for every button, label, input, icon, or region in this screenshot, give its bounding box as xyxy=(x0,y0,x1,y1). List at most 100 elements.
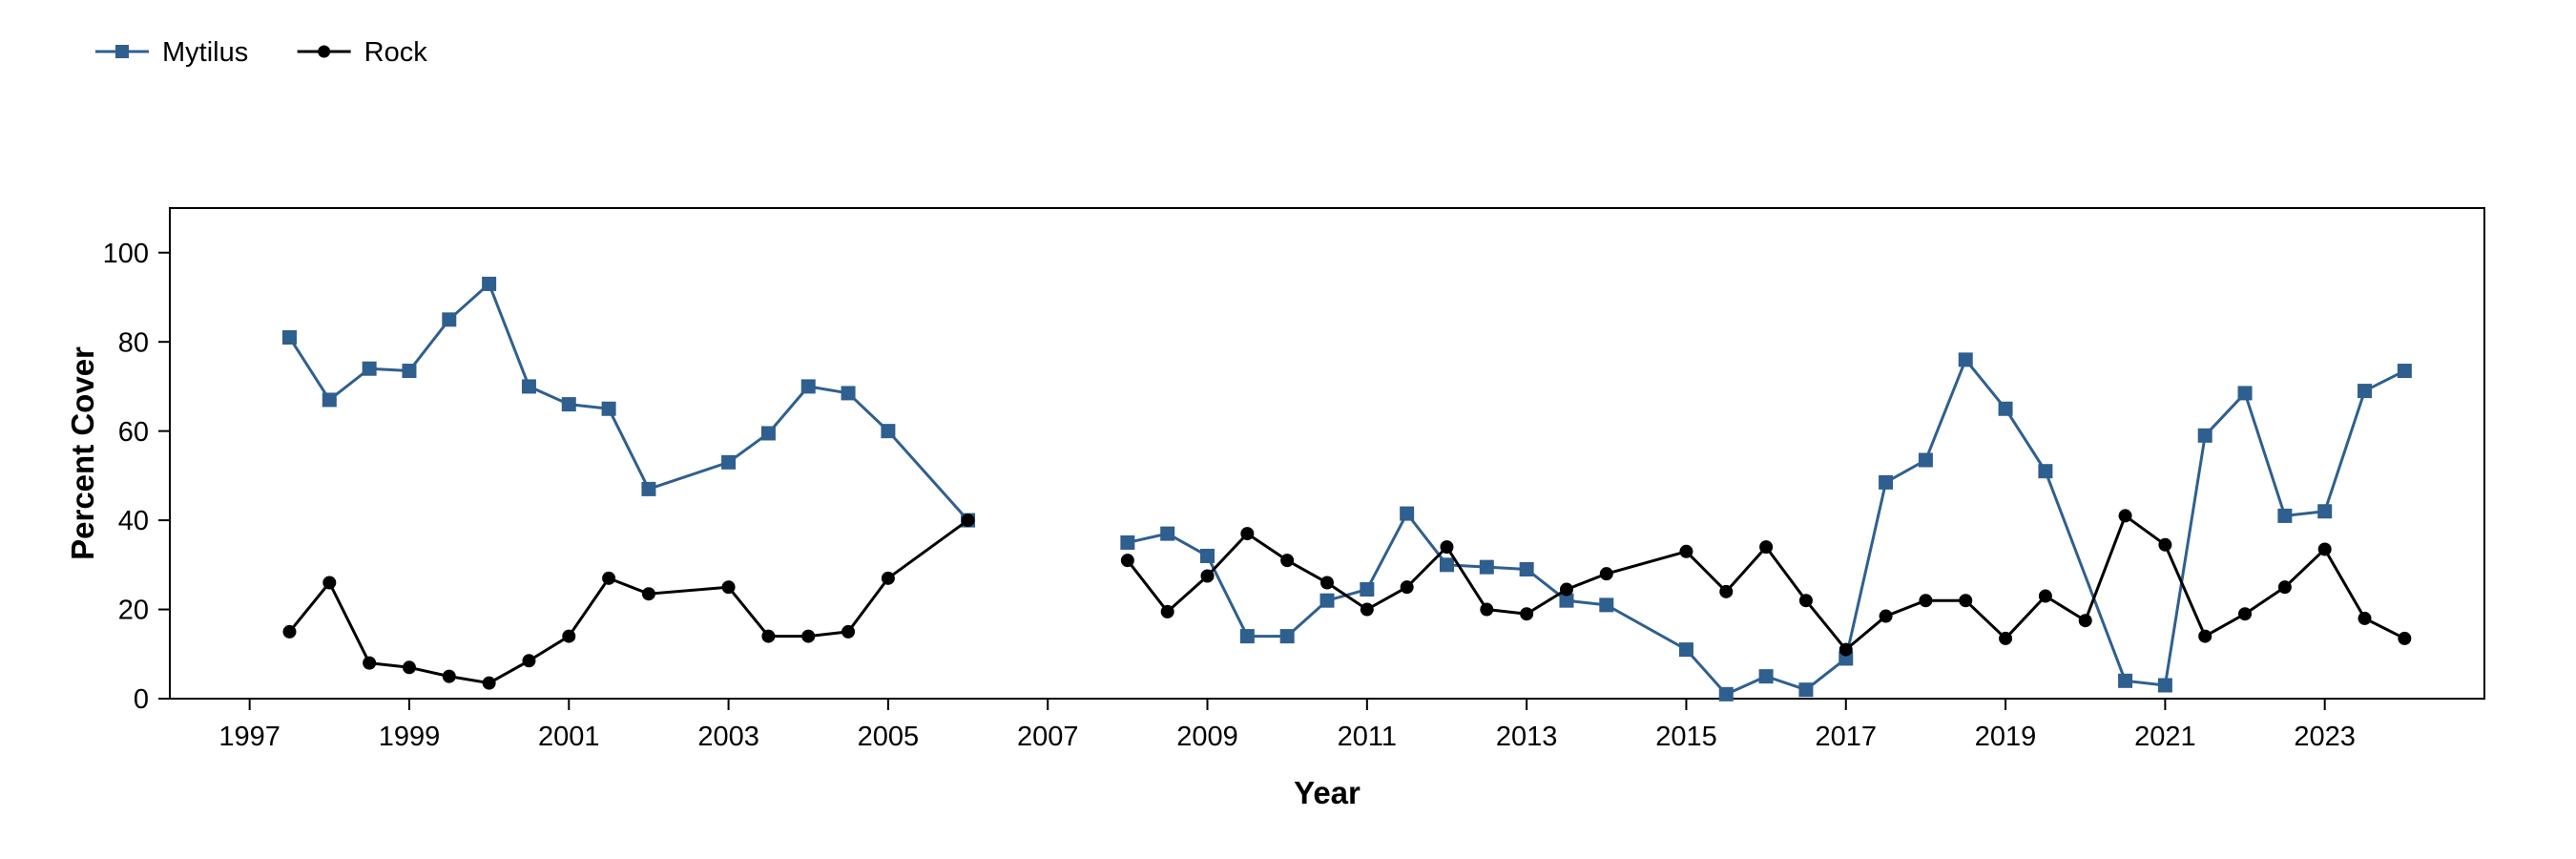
marker-mytilus xyxy=(522,380,535,393)
x-tick-label: 2011 xyxy=(1338,722,1397,752)
marker-mytilus xyxy=(1919,453,1932,467)
marker-mytilus xyxy=(2198,429,2212,442)
marker-rock xyxy=(962,514,974,527)
marker-rock xyxy=(1600,568,1612,580)
x-tick-label: 1999 xyxy=(379,722,441,752)
marker-rock xyxy=(2159,538,2171,551)
marker-rock xyxy=(762,630,775,642)
y-tick-label: 80 xyxy=(118,327,149,358)
x-tick-label: 2009 xyxy=(1176,722,1238,752)
marker-mytilus xyxy=(2398,365,2411,378)
y-tick-label: 60 xyxy=(118,417,149,448)
marker-mytilus xyxy=(1320,594,1334,607)
marker-mytilus xyxy=(322,393,336,407)
marker-rock xyxy=(842,625,855,638)
marker-mytilus xyxy=(1480,560,1493,574)
marker-rock xyxy=(443,670,455,682)
marker-mytilus xyxy=(2278,509,2292,522)
marker-rock xyxy=(1441,541,1453,554)
marker-rock xyxy=(1680,545,1693,557)
marker-mytilus xyxy=(1880,475,1893,489)
legend-marker-rock xyxy=(318,46,330,58)
marker-rock xyxy=(1161,605,1174,618)
marker-rock xyxy=(642,588,654,600)
marker-rock xyxy=(1241,528,1254,540)
marker-mytilus xyxy=(1679,643,1693,657)
marker-rock xyxy=(483,677,495,689)
chart-svg: 1997199920012003200520072009201120132015… xyxy=(0,0,2576,859)
marker-mytilus xyxy=(1361,583,1374,597)
x-tick-label: 2001 xyxy=(538,722,600,752)
marker-rock xyxy=(1839,643,1852,656)
x-tick-label: 2019 xyxy=(1975,722,2037,752)
marker-mytilus xyxy=(1201,549,1215,562)
marker-mytilus xyxy=(363,362,376,375)
marker-rock xyxy=(2079,615,2091,627)
marker-mytilus xyxy=(882,425,895,438)
marker-rock xyxy=(563,630,575,642)
marker-mytilus xyxy=(483,277,496,290)
x-tick-label: 2021 xyxy=(2134,722,2196,752)
marker-mytilus xyxy=(1600,598,1613,612)
marker-rock xyxy=(1521,608,1533,620)
x-tick-label: 2023 xyxy=(2294,722,2356,752)
legend-label-mytilus: Mytilus xyxy=(162,37,248,68)
marker-mytilus xyxy=(562,398,575,411)
marker-mytilus xyxy=(1759,670,1773,683)
y-tick-label: 40 xyxy=(118,506,149,536)
marker-rock xyxy=(2000,632,2012,644)
marker-rock xyxy=(1401,581,1413,594)
marker-mytilus xyxy=(2119,674,2132,687)
marker-rock xyxy=(1920,595,1932,607)
marker-rock xyxy=(1361,603,1373,616)
marker-mytilus xyxy=(1240,630,1254,643)
marker-rock xyxy=(1960,595,1972,607)
marker-mytilus xyxy=(1121,535,1134,549)
marker-mytilus xyxy=(1719,687,1733,701)
marker-rock xyxy=(1281,555,1294,567)
marker-rock xyxy=(1121,555,1133,567)
marker-mytilus xyxy=(841,387,855,400)
marker-mytilus xyxy=(1440,558,1453,572)
marker-mytilus xyxy=(761,427,775,440)
marker-rock xyxy=(2039,590,2051,602)
marker-mytilus xyxy=(403,365,416,378)
marker-mytilus xyxy=(2358,385,2372,398)
marker-rock xyxy=(523,655,535,667)
legend-marker-mytilus xyxy=(115,45,129,58)
marker-mytilus xyxy=(1401,507,1414,520)
y-tick-label: 0 xyxy=(134,684,149,715)
marker-rock xyxy=(1481,603,1493,616)
x-tick-label: 2003 xyxy=(697,722,759,752)
marker-rock xyxy=(1880,610,1892,622)
marker-mytilus xyxy=(1280,630,1294,643)
marker-rock xyxy=(403,661,415,674)
marker-rock xyxy=(2119,510,2131,522)
marker-rock xyxy=(2399,632,2411,644)
marker-rock xyxy=(2278,581,2291,594)
marker-rock xyxy=(2318,543,2331,555)
marker-mytilus xyxy=(1999,402,2012,415)
marker-mytilus xyxy=(1799,683,1813,697)
marker-rock xyxy=(1321,576,1334,589)
marker-mytilus xyxy=(443,313,456,326)
x-tick-label: 2017 xyxy=(1816,722,1878,752)
marker-rock xyxy=(1720,585,1733,597)
y-axis-label: Percent Cover xyxy=(65,346,100,560)
marker-mytilus xyxy=(1959,353,1972,367)
y-tick-label: 100 xyxy=(103,239,149,269)
marker-rock xyxy=(283,625,296,638)
x-tick-label: 2013 xyxy=(1496,722,1558,752)
marker-rock xyxy=(1201,570,1214,582)
marker-rock xyxy=(2239,608,2252,620)
marker-mytilus xyxy=(801,380,815,393)
marker-mytilus xyxy=(602,402,615,415)
y-tick-label: 20 xyxy=(118,596,149,626)
marker-rock xyxy=(364,657,376,669)
marker-mytilus xyxy=(2158,679,2171,692)
marker-rock xyxy=(2358,612,2371,624)
marker-rock xyxy=(802,630,815,642)
x-tick-label: 2015 xyxy=(1655,722,1717,752)
marker-rock xyxy=(882,572,894,584)
marker-mytilus xyxy=(642,482,655,495)
